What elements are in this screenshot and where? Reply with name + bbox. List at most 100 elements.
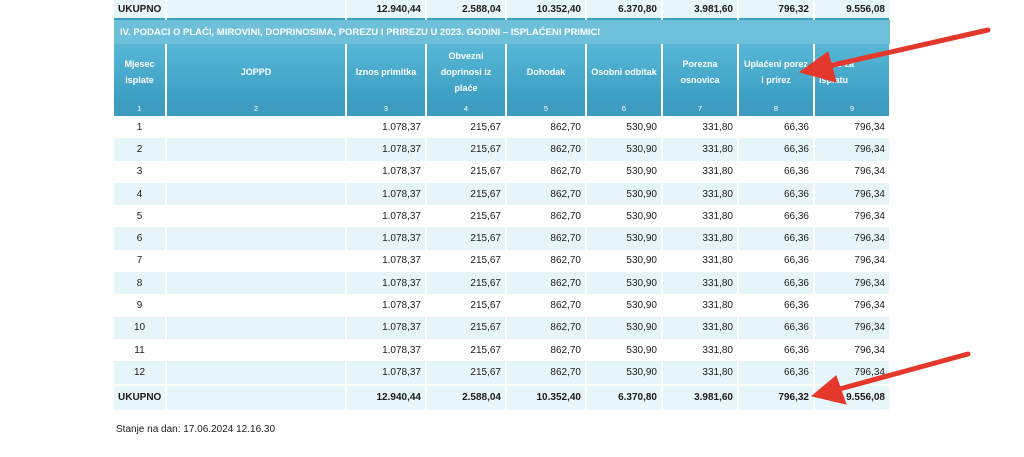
value-cell: 66,36 <box>738 294 815 317</box>
value-cell: 1.078,37 <box>346 294 427 317</box>
value-cell: 796,34 <box>814 227 891 250</box>
month-cell: 6 <box>114 227 167 250</box>
table-row: 10 1.078,37 215,67 862,70 530,90 331,80 66,36 7… <box>114 316 891 339</box>
total-value: 3.981,60 <box>662 0 739 19</box>
joppd-cell <box>166 227 347 250</box>
month-cell: 2 <box>114 138 167 161</box>
total-label: UKUPNO <box>114 383 167 410</box>
column-header: Osobni odbitak <box>586 44 663 100</box>
value-cell: 1.078,37 <box>346 227 427 250</box>
value-cell: 1.078,37 <box>346 182 427 206</box>
column-header: Uplaćeni porez i prirez <box>738 44 815 100</box>
value-cell: 215,67 <box>426 182 507 206</box>
column-index: 8 <box>738 100 815 116</box>
value-cell: 796,34 <box>814 338 891 362</box>
value-cell: 530,90 <box>586 249 663 273</box>
value-cell: 796,34 <box>814 249 891 273</box>
bottom-total-row: UKUPNO 12.940,44 2.588,04 10.352,40 6.370,80… <box>114 383 891 410</box>
value-cell: 1.078,37 <box>346 272 427 295</box>
column-index: 7 <box>662 100 739 116</box>
column-index: 5 <box>506 100 587 116</box>
month-cell: 7 <box>114 249 167 273</box>
total-value: 6.370,80 <box>586 383 663 410</box>
value-cell: 331,80 <box>662 138 739 161</box>
value-cell: 331,80 <box>662 227 739 250</box>
value-cell: 530,90 <box>586 116 663 139</box>
isplaceni-primici-table: UKUPNO 12.940,44 2.588,04 10.352,40 6.370,80… <box>114 0 891 410</box>
joppd-cell <box>166 272 347 295</box>
value-cell: 331,80 <box>662 249 739 273</box>
value-cell: 796,34 <box>814 138 891 161</box>
value-cell: 331,80 <box>662 361 739 385</box>
column-header: Dohodak <box>506 44 587 100</box>
value-cell: 215,67 <box>426 361 507 385</box>
column-index: 2 <box>166 100 347 116</box>
total-value: 6.370,80 <box>586 0 663 19</box>
value-cell: 66,36 <box>738 272 815 295</box>
total-value: 2.588,04 <box>426 383 507 410</box>
value-cell: 1.078,37 <box>346 361 427 385</box>
value-cell: 331,80 <box>662 272 739 295</box>
joppd-cell <box>166 338 347 362</box>
value-cell: 862,70 <box>506 272 587 295</box>
column-header: JOPPD <box>166 44 347 100</box>
value-cell: 1.078,37 <box>346 116 427 139</box>
value-cell: 215,67 <box>426 138 507 161</box>
value-cell: 796,34 <box>814 361 891 385</box>
total-value: 796,32 <box>738 0 815 19</box>
value-cell: 1.078,37 <box>346 205 427 228</box>
month-cell: 8 <box>114 272 167 295</box>
value-cell: 66,36 <box>738 160 815 183</box>
tax-report-panel: UKUPNO 12.940,44 2.588,04 10.352,40 6.370,80… <box>114 0 891 410</box>
value-cell: 215,67 <box>426 272 507 295</box>
joppd-cell <box>166 294 347 317</box>
value-cell: 862,70 <box>506 205 587 228</box>
month-cell: 5 <box>114 205 167 228</box>
total-value: 10.352,40 <box>506 383 587 410</box>
joppd-cell <box>166 249 347 273</box>
column-index: 3 <box>346 100 427 116</box>
value-cell: 862,70 <box>506 294 587 317</box>
value-cell: 1.078,37 <box>346 138 427 161</box>
joppd-cell <box>166 160 347 183</box>
joppd-cell <box>166 138 347 161</box>
value-cell: 66,36 <box>738 138 815 161</box>
joppd-cell <box>166 316 347 339</box>
month-cell: 4 <box>114 182 167 206</box>
column-header: Obvezni doprinosi iz plaće <box>426 44 507 100</box>
value-cell: 215,67 <box>426 249 507 273</box>
value-cell: 66,36 <box>738 205 815 228</box>
value-cell: 530,90 <box>586 205 663 228</box>
month-cell: 12 <box>114 361 167 385</box>
value-cell: 530,90 <box>586 294 663 317</box>
total-value: 10.352,40 <box>506 0 587 19</box>
value-cell: 215,67 <box>426 160 507 183</box>
value-cell: 796,34 <box>814 160 891 183</box>
section-header-row: IV. PODACI O PLAĆI, MIROVINI, DOPRINOSIM… <box>114 18 890 44</box>
joppd-cell <box>166 182 347 206</box>
table-row: 3 1.078,37 215,67 862,70 530,90 331,80 66,36 79… <box>114 160 891 183</box>
total-empty <box>166 0 347 19</box>
value-cell: 66,36 <box>738 227 815 250</box>
value-cell: 530,90 <box>586 361 663 385</box>
value-cell: 530,90 <box>586 338 663 362</box>
value-cell: 530,90 <box>586 227 663 250</box>
value-cell: 862,70 <box>506 338 587 362</box>
month-cell: 10 <box>114 316 167 339</box>
month-cell: 1 <box>114 116 167 139</box>
table-row: 9 1.078,37 215,67 862,70 530,90 331,80 66,36 79… <box>114 294 891 317</box>
stanje-timestamp: Stanje na dan: 17.06.2024 12.16.30 <box>116 424 276 435</box>
value-cell: 862,70 <box>506 316 587 339</box>
value-cell: 796,34 <box>814 272 891 295</box>
value-cell: 215,67 <box>426 294 507 317</box>
total-value: 9.556,08 <box>814 0 891 19</box>
value-cell: 331,80 <box>662 116 739 139</box>
column-header: Iznos primitka <box>346 44 427 100</box>
value-cell: 862,70 <box>506 227 587 250</box>
total-value: 796,32 <box>738 383 815 410</box>
top-total-row: UKUPNO 12.940,44 2.588,04 10.352,40 6.370,80… <box>114 0 891 19</box>
value-cell: 862,70 <box>506 249 587 273</box>
total-value: 9.556,08 <box>814 383 891 410</box>
column-index: 9 <box>814 100 891 116</box>
